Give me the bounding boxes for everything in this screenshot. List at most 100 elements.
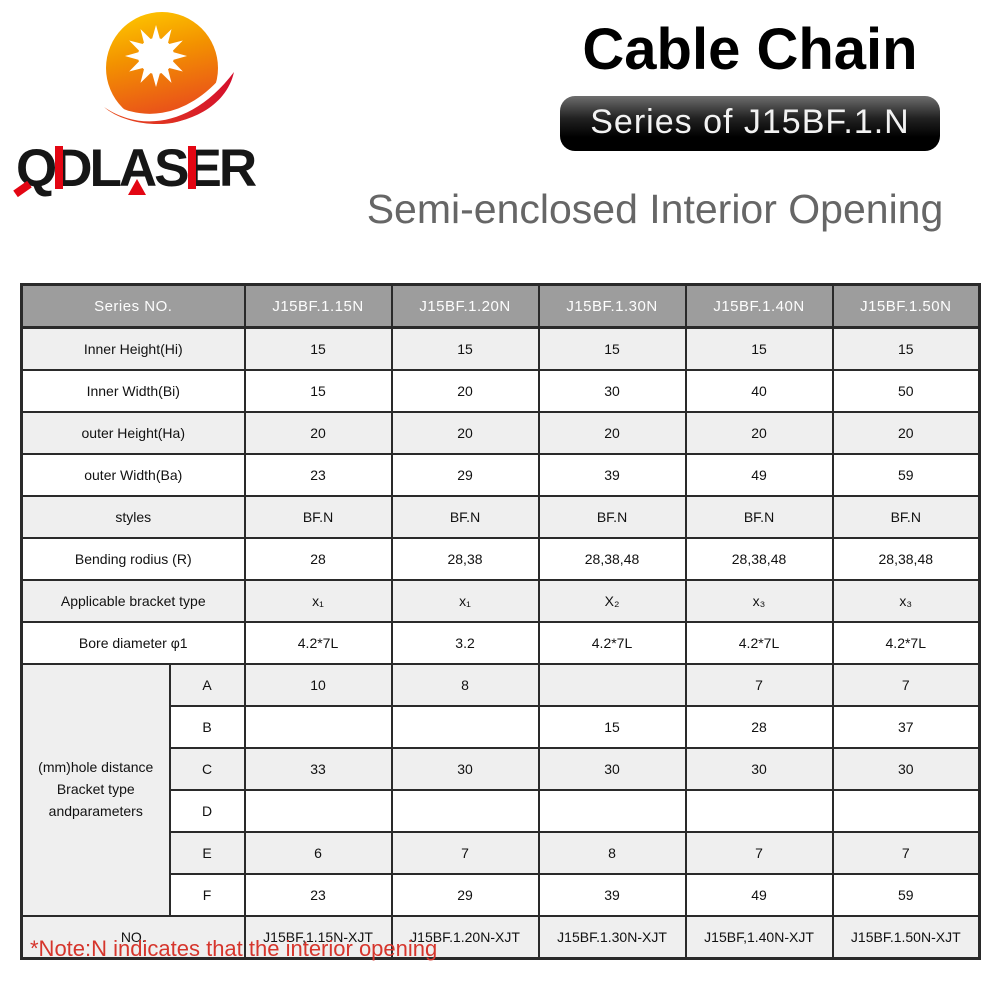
cell	[390, 705, 540, 749]
cell	[243, 789, 393, 833]
table-row: Inner Height(Hi) 15 15 15 15 15	[20, 326, 981, 371]
cell: BF.N	[390, 495, 540, 539]
table-row: Bending rodius (R) 28 28,38 28,38,48 28,…	[20, 537, 981, 581]
cell: 15	[243, 369, 393, 413]
cell: 15	[537, 705, 687, 749]
wordmark-letter: L	[89, 139, 122, 198]
cell: x₁	[243, 579, 393, 623]
wordmark-letter: Q	[16, 139, 57, 198]
qdlaser-wordmark: Q D L A S E R	[16, 142, 336, 195]
cell: 39	[537, 873, 687, 917]
wordmark-letter: S	[154, 139, 189, 198]
table-row: Bore diameter φ1 4.2*7L 3.2 4.2*7L 4.2*7…	[20, 621, 981, 665]
cell: 20	[831, 411, 981, 455]
table-header-row: Series NO. J15BF.1.15N J15BF.1.20N J15BF…	[20, 283, 981, 329]
cell: 15	[831, 326, 981, 371]
note-text: *Note:N indicates that the interior open…	[30, 936, 438, 961]
sun-swoosh-logo-icon	[93, 12, 234, 125]
table-row: (mm)hole distance Bracket type andparame…	[20, 663, 981, 917]
cell: 29	[390, 873, 540, 917]
hole-section-label: (mm)hole distance Bracket type andparame…	[20, 663, 171, 917]
cell: 20	[390, 411, 540, 455]
cell: 28,38,48	[684, 537, 834, 581]
header-series-label: Series NO.	[20, 283, 246, 329]
cell: 28,38	[390, 537, 540, 581]
cell	[243, 705, 393, 749]
cell: 20	[684, 411, 834, 455]
cell: BF.N	[537, 495, 687, 539]
spec-table: Series NO. J15BF.1.15N J15BF.1.20N J15BF…	[20, 283, 982, 960]
cell: 30	[831, 747, 981, 791]
table-row: outer Height(Ha) 20 20 20 20 20	[20, 411, 981, 455]
table-row-part-numbers: NO. J15BF,1.15N-XJT J15BF.1.20N-XJT J15B…	[20, 915, 981, 960]
cell: 49	[684, 873, 834, 917]
cell: 7	[684, 831, 834, 875]
cell	[684, 789, 834, 833]
cell: 10	[243, 663, 393, 707]
column-header: J15BF.1.50N	[831, 283, 981, 329]
cell: 28	[684, 705, 834, 749]
cell: 30	[390, 747, 540, 791]
cell: 28,38,48	[831, 537, 981, 581]
wordmark-letter: E	[186, 139, 222, 198]
hole-row-key: F	[168, 873, 246, 917]
row-label: Inner Width(Bi)	[20, 369, 246, 413]
wordmark-letter: R	[218, 139, 257, 198]
cell: 4.2*7L	[243, 621, 393, 665]
column-header: J15BF.1.40N	[684, 283, 834, 329]
cell: 7	[831, 663, 981, 707]
cell: 30	[684, 747, 834, 791]
cell: x₁	[390, 579, 540, 623]
series-badge: Series of J15BF.1.N	[560, 95, 940, 151]
cell: 8	[537, 831, 687, 875]
row-label: outer Height(Ha)	[20, 411, 246, 455]
hole-row-key: B	[168, 705, 246, 749]
cell: 8	[390, 663, 540, 707]
cell: 23	[243, 453, 393, 497]
page-title: Cable Chain	[582, 17, 918, 82]
cell: 20	[243, 411, 393, 455]
cell: 20	[390, 369, 540, 413]
cell: 15	[537, 326, 687, 371]
cell	[537, 663, 687, 707]
column-header: J15BF.1.20N	[390, 283, 540, 329]
cell: x₃	[831, 579, 981, 623]
cell: x₃	[684, 579, 834, 623]
cell: 23	[243, 873, 393, 917]
cell: 29	[390, 453, 540, 497]
cell: J15BF.1.30N-XJT	[537, 915, 687, 960]
cell: 7	[831, 831, 981, 875]
cell: 40	[684, 369, 834, 413]
cell: 59	[831, 873, 981, 917]
cell: X₂	[537, 579, 687, 623]
row-label: styles	[20, 495, 246, 539]
cell: BF.N	[684, 495, 834, 539]
column-header: J15BF.1.15N	[243, 283, 393, 329]
cell: 59	[831, 453, 981, 497]
cell: 4.2*7L	[537, 621, 687, 665]
cell: BF.N	[243, 495, 393, 539]
cell: 28,38,48	[537, 537, 687, 581]
cell: 30	[537, 747, 687, 791]
row-label: Applicable bracket type	[20, 579, 246, 623]
wordmark-letter: A	[118, 139, 157, 198]
cell: J15BF,1.40N-XJT	[684, 915, 834, 960]
table-row: B 15 28 37	[22, 705, 981, 749]
column-header: J15BF.1.30N	[537, 283, 687, 329]
table-row: outer Width(Ba) 23 29 39 49 59	[20, 453, 981, 497]
cell: 30	[537, 369, 687, 413]
cell: 33	[243, 747, 393, 791]
cell: 39	[537, 453, 687, 497]
cell: 4.2*7L	[831, 621, 981, 665]
row-label: Bore diameter φ1	[20, 621, 246, 665]
wordmark-letter: D	[54, 139, 92, 198]
table-row: E 6 7 8 7 7	[22, 831, 981, 875]
cell: 7	[390, 831, 540, 875]
table-row: D	[22, 789, 981, 833]
cell: 15	[684, 326, 834, 371]
table-row: styles BF.N BF.N BF.N BF.N BF.N	[20, 495, 981, 539]
title-block: Cable Chain Series of J15BF.1.N	[520, 18, 980, 151]
page-subtitle: Semi-enclosed Interior Opening	[366, 186, 944, 232]
hole-row-key: A	[168, 663, 246, 707]
row-label: Inner Height(Hi)	[20, 326, 246, 371]
